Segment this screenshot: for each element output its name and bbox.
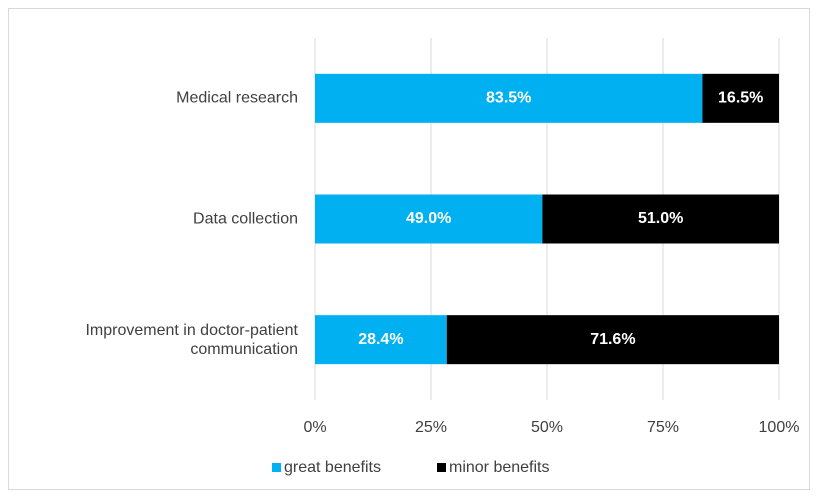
data-label: 71.6% xyxy=(590,331,635,348)
bar-segment xyxy=(702,73,779,123)
data-label: 49.0% xyxy=(406,210,451,227)
x-tick-label: 50% xyxy=(531,419,563,436)
bar-segment xyxy=(446,315,779,365)
legend-label: minor benefits xyxy=(449,459,550,476)
legend-label: great benefits xyxy=(284,459,381,476)
y-tick-label: Improvement in doctor-patient communicat… xyxy=(85,321,298,358)
bar-segment xyxy=(315,73,703,123)
bar-segment xyxy=(315,315,447,365)
x-tick-label: 0% xyxy=(303,419,326,436)
data-label: 16.5% xyxy=(718,90,763,107)
x-tick-label: 100% xyxy=(759,419,800,436)
data-label: 28.4% xyxy=(358,331,403,348)
legend-swatch xyxy=(437,463,446,472)
legend-swatch xyxy=(272,463,281,472)
bar-segment xyxy=(542,194,779,244)
x-tick-label: 75% xyxy=(647,419,679,436)
data-label: 51.0% xyxy=(638,210,683,227)
y-tick-label: Medical research xyxy=(176,89,298,107)
data-label: 83.5% xyxy=(486,90,531,107)
x-tick-label: 25% xyxy=(415,419,447,436)
y-tick-label: Data collection xyxy=(193,210,298,228)
bar-segment xyxy=(315,194,543,244)
